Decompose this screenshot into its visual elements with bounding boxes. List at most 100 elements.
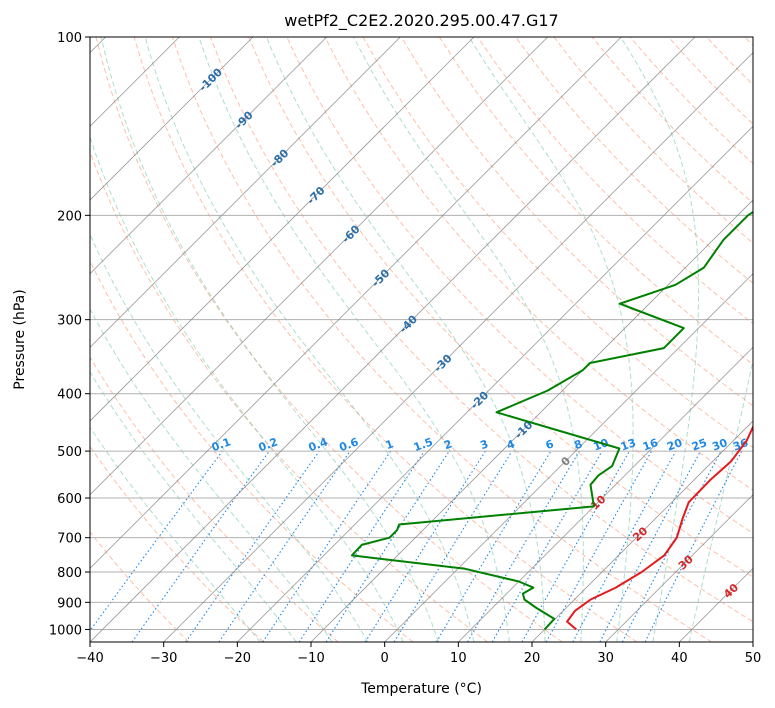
x-tick-label: 30 bbox=[597, 651, 614, 666]
y-tick-label: 400 bbox=[57, 388, 82, 403]
dry-adiabat bbox=[90, 531, 190, 642]
mixing-ratio-line bbox=[572, 450, 677, 642]
isotherm bbox=[752, 641, 753, 642]
mixing-ratio-line bbox=[90, 450, 223, 632]
mixing-ratio-label: 25 bbox=[690, 436, 709, 453]
profile-series bbox=[350, 210, 753, 631]
isotherm bbox=[679, 567, 753, 642]
dry-adiabat bbox=[515, 37, 753, 284]
isotherm-label: -70 bbox=[304, 184, 327, 207]
mixing-ratio-label: 0.4 bbox=[307, 435, 330, 454]
y-tick-label: 500 bbox=[57, 445, 82, 460]
x-tick-label: −20 bbox=[224, 651, 251, 666]
isotherm bbox=[90, 37, 548, 496]
y-tick-label: 700 bbox=[57, 532, 82, 547]
isotherm bbox=[90, 37, 696, 642]
dry-adiabat-label: 20 bbox=[630, 524, 650, 544]
x-axis-ticks: −40 −30 −20 −10 0 10 20 30 40 50 bbox=[76, 642, 761, 666]
dry-adiabat bbox=[362, 37, 753, 449]
mixing-ratio-line bbox=[131, 450, 270, 642]
mixing-ratio-label: 1.5 bbox=[412, 435, 435, 454]
moist-adiabat bbox=[620, 37, 700, 642]
isotherms bbox=[90, 37, 753, 642]
isotherm-label: -90 bbox=[233, 108, 256, 131]
x-tick-label: −10 bbox=[297, 651, 324, 666]
moist-adiabat bbox=[353, 37, 584, 642]
isotherm-label: -40 bbox=[397, 312, 420, 335]
y-tick-label: 900 bbox=[57, 596, 82, 611]
isotherm bbox=[458, 346, 753, 642]
dry-adiabat bbox=[400, 37, 753, 407]
isotherm-label: -30 bbox=[431, 351, 454, 374]
y-tick-label: 200 bbox=[57, 209, 82, 224]
mixing-ratio-label: 0.1 bbox=[210, 435, 233, 454]
dry-adiabat bbox=[438, 37, 753, 366]
plot-area: -100-90-80-70-60-50-40-30-20-10010203040… bbox=[90, 37, 753, 642]
moist-adiabat bbox=[100, 37, 439, 642]
dry-adiabat bbox=[90, 150, 488, 642]
moist-adiabat bbox=[266, 37, 546, 642]
mixing-ratio-line bbox=[218, 450, 351, 642]
isotherm bbox=[237, 125, 753, 642]
dry-adiabat bbox=[90, 259, 414, 642]
mixing-ratio-label: 0.6 bbox=[338, 435, 361, 454]
moist-adiabat bbox=[688, 358, 753, 642]
moist-adiabat bbox=[90, 135, 404, 642]
mixing-ratio-label: 4 bbox=[505, 437, 517, 452]
mixing-ratio-line bbox=[325, 450, 450, 642]
mixing-ratio-label: 36 bbox=[731, 436, 750, 454]
moist-adiabat bbox=[90, 233, 369, 642]
dry-adiabat bbox=[553, 37, 753, 244]
isotherm bbox=[90, 37, 622, 569]
plot-frame bbox=[89, 36, 754, 643]
isotherm bbox=[90, 37, 475, 422]
mixing-ratio-label: 2 bbox=[442, 437, 454, 452]
mixing-ratio-line bbox=[599, 450, 701, 642]
dry-adiabat bbox=[95, 37, 563, 642]
x-tick-label: 20 bbox=[524, 651, 541, 666]
mixing-ratio-label: 6 bbox=[544, 437, 556, 452]
dry-adiabat bbox=[210, 37, 753, 623]
dry-adiabat bbox=[90, 445, 264, 642]
isotherm bbox=[90, 37, 327, 275]
mixing-ratio-label: 30 bbox=[710, 436, 729, 454]
mixing-ratio-line bbox=[298, 450, 425, 642]
y-tick-label: 100 bbox=[57, 31, 82, 46]
y-axis-ticks: 1000 900 800 700 600 500 400 300 200 100 bbox=[49, 31, 90, 638]
moist-adiabat bbox=[90, 308, 333, 642]
y-tick-label: 1000 bbox=[49, 623, 82, 638]
mixing-ratio-label: 13 bbox=[619, 436, 638, 453]
x-tick-label: −40 bbox=[76, 651, 103, 666]
chart-title: wetPf2_C2E2.2020.295.00.47.G17 bbox=[284, 11, 558, 31]
isotherm bbox=[310, 199, 753, 642]
x-tick-label: 40 bbox=[671, 651, 688, 666]
dry-adiabat bbox=[171, 37, 712, 642]
isotherm-label: -10 bbox=[512, 418, 535, 441]
mixing-ratio-line bbox=[545, 450, 653, 642]
isotherm bbox=[90, 37, 254, 201]
isotherm bbox=[90, 37, 401, 348]
moist-adiabat bbox=[198, 37, 510, 642]
x-tick-label: 0 bbox=[381, 651, 389, 666]
temperature-profile bbox=[566, 424, 753, 631]
mixing-ratio-line bbox=[521, 450, 630, 642]
y-tick-label: 800 bbox=[57, 566, 82, 581]
x-tick-label: 10 bbox=[450, 651, 467, 666]
mixing-ratio-line bbox=[393, 450, 513, 642]
dry-adiabat bbox=[248, 37, 753, 578]
mixing-ratio-label: 0.2 bbox=[257, 435, 280, 454]
x-tick-label: −30 bbox=[150, 651, 177, 666]
mixing-ratio-label: 1 bbox=[384, 437, 396, 452]
mixing-ratio-line bbox=[644, 450, 743, 642]
isotherm bbox=[605, 494, 753, 642]
mixing-ratio-lines bbox=[90, 450, 743, 642]
x-axis-label: Temperature (°C) bbox=[360, 681, 482, 697]
mixing-ratio-label: 20 bbox=[665, 436, 684, 454]
isotherm bbox=[384, 273, 753, 642]
mixing-ratio-line bbox=[435, 450, 552, 642]
dry-adiabat-label: 40 bbox=[721, 581, 741, 601]
isotherm-label: -50 bbox=[369, 266, 392, 289]
isotherm bbox=[163, 52, 753, 642]
dry-adiabat bbox=[706, 37, 753, 86]
